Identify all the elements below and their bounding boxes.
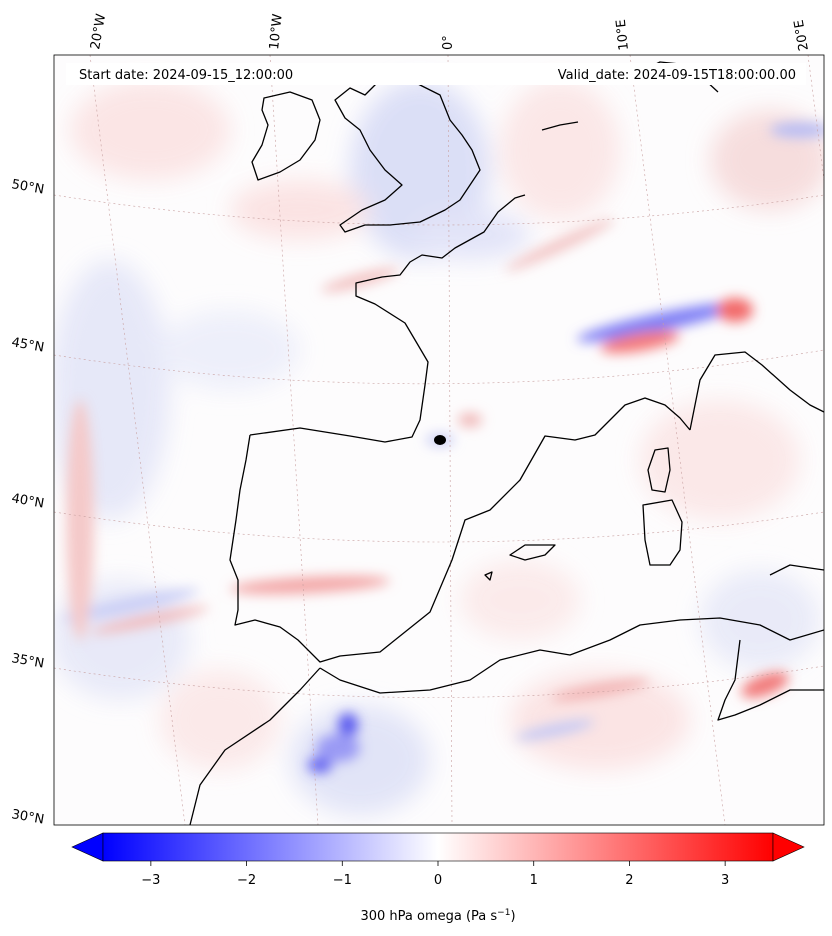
colorbar-ticks: −3 −2 −1 0 1 2 3	[141, 861, 729, 888]
longitude-labels: 20°W 10°W 0° 10°E 20°E	[88, 13, 812, 52]
iberia-coast	[229, 397, 691, 663]
header-band	[66, 63, 806, 85]
colorbar-label: 300 hPa omega (Pa s−1)	[360, 908, 515, 924]
lat-label-45n: 45°N	[10, 335, 45, 355]
colorbar-tick-label: 1	[530, 873, 538, 888]
colorbar: −3 −2 −1 0 1 2 3 300 hPa omega (Pa s−1)	[71, 832, 805, 924]
north-africa-coast	[319, 617, 824, 694]
lon-label-0: 0°	[441, 35, 456, 50]
colorbar-tick-label: 0	[434, 873, 442, 888]
great-britain-coast	[334, 74, 481, 233]
tunisia-coast	[717, 639, 824, 721]
colorbar-tick-label: −3	[141, 873, 160, 888]
omega-field	[54, 80, 824, 815]
lon-label-20w: 20°W	[88, 13, 109, 51]
netherlands-coast	[541, 121, 579, 131]
sicily-coast	[769, 564, 824, 576]
morocco-coast	[189, 667, 321, 825]
map-frame	[53, 54, 825, 826]
start-date-label: Start date: 2024-09-15_12:00:00	[79, 68, 293, 83]
lat-label-40n: 40°N	[10, 491, 45, 511]
valid-date-label: Valid_date: 2024-09-15T18:00:00.00	[558, 68, 796, 83]
colorbar-tick-label: 3	[721, 873, 729, 888]
lat-label-30n: 30°N	[10, 807, 45, 827]
corsica-coast	[647, 447, 671, 493]
lat-label-35n: 35°N	[10, 651, 45, 671]
coastlines	[189, 61, 824, 825]
atlantic-france-coast	[249, 194, 526, 443]
colorbar-min-extend	[71, 832, 104, 862]
lat-label-50n: 50°N	[10, 177, 45, 197]
lon-label-20e: 20°E	[792, 19, 812, 52]
colorbar-tick-label: 2	[625, 873, 633, 888]
colorbar-ramp	[102, 832, 774, 862]
lon-label-10e: 10°E	[614, 18, 632, 51]
latitude-labels: 50°N 45°N 40°N 35°N 30°N	[10, 177, 45, 827]
location-marker	[434, 435, 446, 445]
colorbar-tick-label: −2	[237, 873, 256, 888]
ireland-coast	[251, 91, 321, 181]
mallorca-coast	[509, 544, 556, 561]
sardinia-coast	[642, 499, 683, 566]
ibiza-coast	[484, 571, 493, 581]
lon-label-10w: 10°W	[267, 13, 286, 50]
italy-coast-west	[689, 351, 824, 431]
graticule	[54, 55, 824, 825]
colorbar-max-extend	[772, 832, 805, 862]
colorbar-tick-label: −1	[333, 873, 352, 888]
